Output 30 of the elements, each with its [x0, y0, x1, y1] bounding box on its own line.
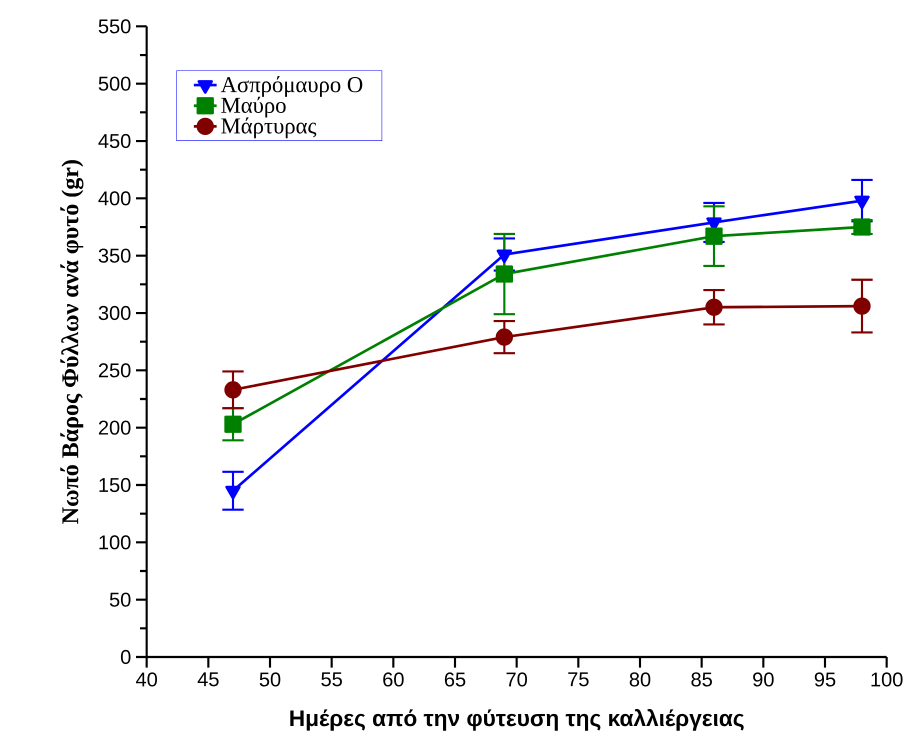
x-tick-label: 100: [872, 672, 903, 687]
y-tick-label: 550: [98, 19, 130, 34]
x-tick-label: 70: [506, 672, 527, 687]
x-tick-label: 65: [444, 672, 466, 687]
y-tick-label: 0: [120, 650, 130, 664]
y-tick-label: 250: [98, 363, 130, 378]
legend-label: Μάρτυρας: [221, 117, 316, 138]
legend-label: Ασπρόμαυρο O: [220, 76, 362, 97]
y-tick-label: 450: [98, 134, 130, 148]
y-tick-label: 400: [98, 191, 130, 206]
y-tick-label: 200: [98, 420, 130, 435]
x-tick-label: 85: [691, 672, 712, 687]
x-tick-label: 95: [814, 672, 836, 687]
y-tick-label: 100: [99, 535, 130, 550]
y-tick-label: 150: [99, 478, 130, 492]
y-axis-title: Νωπό Βάρος Φύλλων ανά φυτό (gr): [60, 160, 84, 524]
x-tick-label: 80: [630, 672, 650, 687]
x-tick-label: 45: [198, 672, 219, 686]
y-tick-label: 350: [98, 248, 130, 263]
x-tick-label: 90: [753, 672, 774, 687]
x-tick-label: 55: [321, 672, 342, 686]
x-tick-label: 75: [568, 672, 589, 686]
x-tick-label: 50: [260, 672, 280, 687]
y-tick-label: 50: [110, 592, 130, 607]
y-tick-label: 300: [98, 306, 130, 320]
x-axis-title: Ημέρες από την φύτευση της καλλιέργειας: [290, 709, 744, 731]
legend-label: Μαύρο: [221, 96, 286, 118]
y-tick-label: 500: [98, 76, 130, 91]
x-tick-label: 40: [136, 672, 157, 687]
x-tick-label: 60: [383, 672, 404, 687]
